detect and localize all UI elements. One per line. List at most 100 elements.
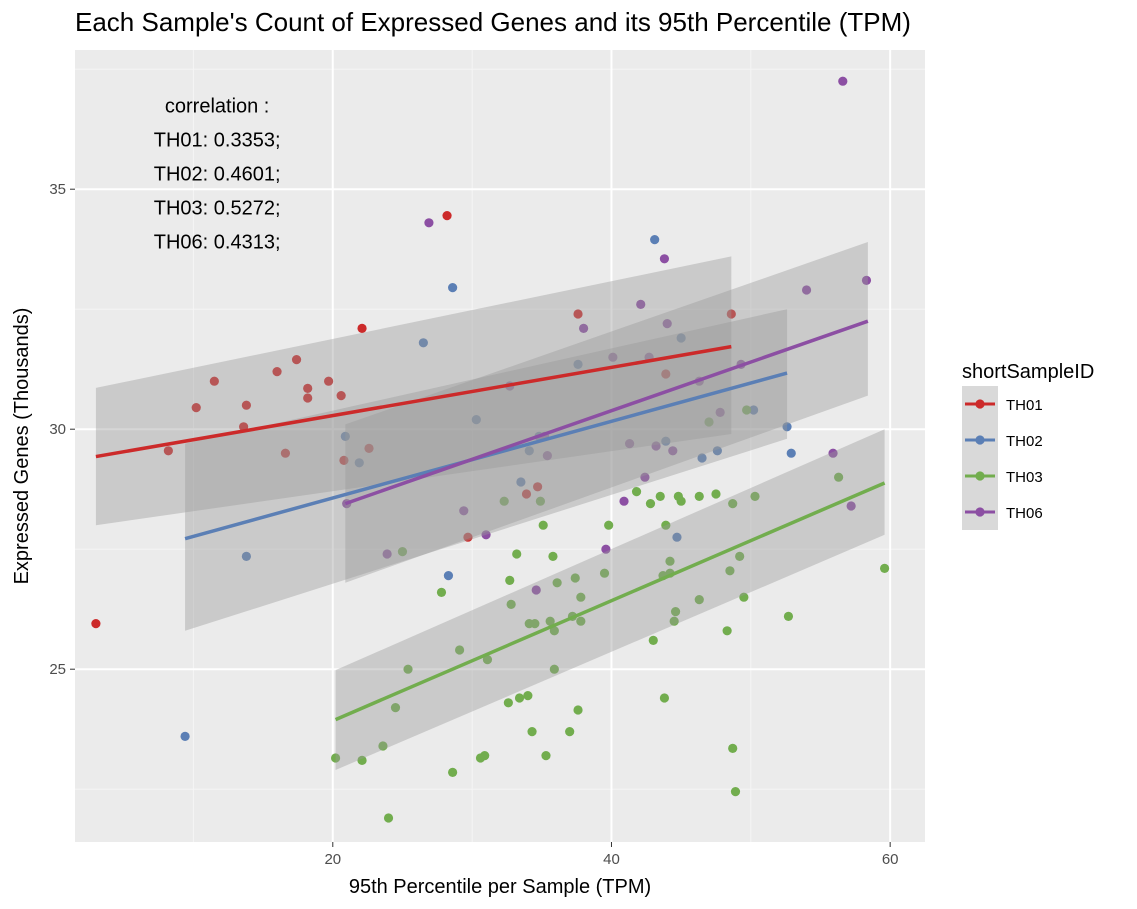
- data-point: [442, 211, 452, 221]
- data-point: [650, 235, 660, 245]
- data-point: [834, 472, 844, 482]
- data-point: [668, 446, 678, 456]
- y-tick-label: 35: [49, 181, 66, 198]
- data-point: [482, 655, 493, 665]
- data-point: [669, 616, 679, 626]
- data-point: [378, 741, 388, 751]
- data-point: [711, 489, 721, 499]
- data-point: [619, 496, 629, 506]
- data-point: [725, 566, 735, 576]
- data-point: [531, 585, 541, 595]
- data-point: [403, 664, 413, 674]
- data-point: [549, 626, 559, 636]
- chart-title: Each Sample's Count of Expressed Genes a…: [75, 7, 911, 37]
- series-th03-fit-line: [334, 481, 886, 722]
- data-point: [565, 727, 575, 737]
- data-point: [354, 458, 364, 468]
- data-point: [443, 571, 454, 581]
- data-point: [340, 431, 350, 441]
- series-th01-fit-line: [95, 344, 732, 459]
- data-point: [728, 743, 738, 754]
- data-point: [481, 530, 491, 540]
- legend-point-th01: [975, 399, 985, 409]
- annotation-line: correlation :: [165, 95, 270, 117]
- data-point: [191, 403, 201, 413]
- data-point: [303, 393, 313, 403]
- data-point: [552, 578, 562, 588]
- data-point: [573, 705, 583, 715]
- data-point: [670, 607, 681, 617]
- legend-point-th03: [975, 471, 985, 481]
- data-point: [601, 544, 611, 554]
- data-point: [454, 645, 465, 655]
- data-point: [418, 338, 428, 348]
- data-point: [505, 575, 515, 586]
- data-point: [624, 439, 635, 449]
- data-point: [861, 275, 872, 285]
- data-point: [570, 573, 580, 583]
- data-point: [512, 549, 522, 559]
- data-point: [608, 352, 618, 362]
- x-tick-label: 60: [882, 851, 899, 868]
- data-point: [735, 551, 745, 562]
- data-point: [459, 506, 469, 516]
- data-point: [548, 551, 558, 562]
- annotation-line: TH01: 0.3353;: [154, 129, 281, 151]
- annotation-line: TH02: 0.4601;: [154, 163, 281, 185]
- panel-background: [75, 50, 925, 842]
- data-point: [241, 400, 251, 410]
- data-point: [879, 563, 890, 574]
- data-point: [750, 491, 760, 501]
- y-tick-label: 25: [49, 661, 66, 678]
- data-point: [697, 453, 707, 463]
- data-point: [471, 415, 481, 425]
- data-point: [272, 367, 282, 377]
- data-point: [579, 323, 589, 333]
- data-point: [661, 436, 671, 446]
- data-point: [339, 455, 349, 465]
- data-point: [499, 496, 509, 506]
- correlation-annotation: correlation : TH01: 0.3353; TH02: 0.4601; T…: [154, 95, 281, 253]
- legend-point-th02: [975, 435, 985, 445]
- data-point: [749, 405, 759, 415]
- data-point: [463, 532, 473, 542]
- data-point: [357, 323, 367, 333]
- data-point: [730, 787, 741, 797]
- data-point: [712, 446, 722, 456]
- series-th02-points: [180, 235, 796, 742]
- data-point: [576, 616, 586, 626]
- series-th01-confidence-band: [95, 256, 732, 526]
- data-point: [336, 391, 346, 401]
- data-point: [397, 547, 408, 557]
- data-point: [659, 254, 670, 264]
- data-point: [645, 499, 656, 509]
- legend: TH01 TH02 TH03 TH06: [962, 386, 1043, 530]
- data-point: [364, 443, 374, 453]
- data-point: [636, 299, 646, 309]
- data-point: [545, 616, 555, 626]
- data-point: [651, 441, 661, 451]
- data-point: [330, 753, 341, 763]
- data-point: [648, 635, 658, 646]
- data-point: [599, 568, 610, 578]
- data-point: [661, 520, 671, 530]
- data-point: [665, 556, 675, 566]
- data-point: [538, 520, 548, 530]
- data-point: [640, 472, 650, 482]
- legend-point-th06: [975, 507, 985, 517]
- data-point: [390, 703, 401, 713]
- data-point: [180, 731, 190, 742]
- data-point: [524, 446, 534, 456]
- data-point: [383, 813, 394, 823]
- data-point: [576, 592, 586, 602]
- data-point: [506, 599, 516, 610]
- data-point: [694, 491, 704, 501]
- data-point: [604, 520, 614, 530]
- data-point: [828, 448, 838, 458]
- legend-label-th06: TH06: [1006, 505, 1043, 522]
- data-point: [782, 422, 792, 432]
- data-point: [280, 448, 291, 458]
- data-point: [382, 549, 392, 559]
- data-point: [846, 501, 856, 511]
